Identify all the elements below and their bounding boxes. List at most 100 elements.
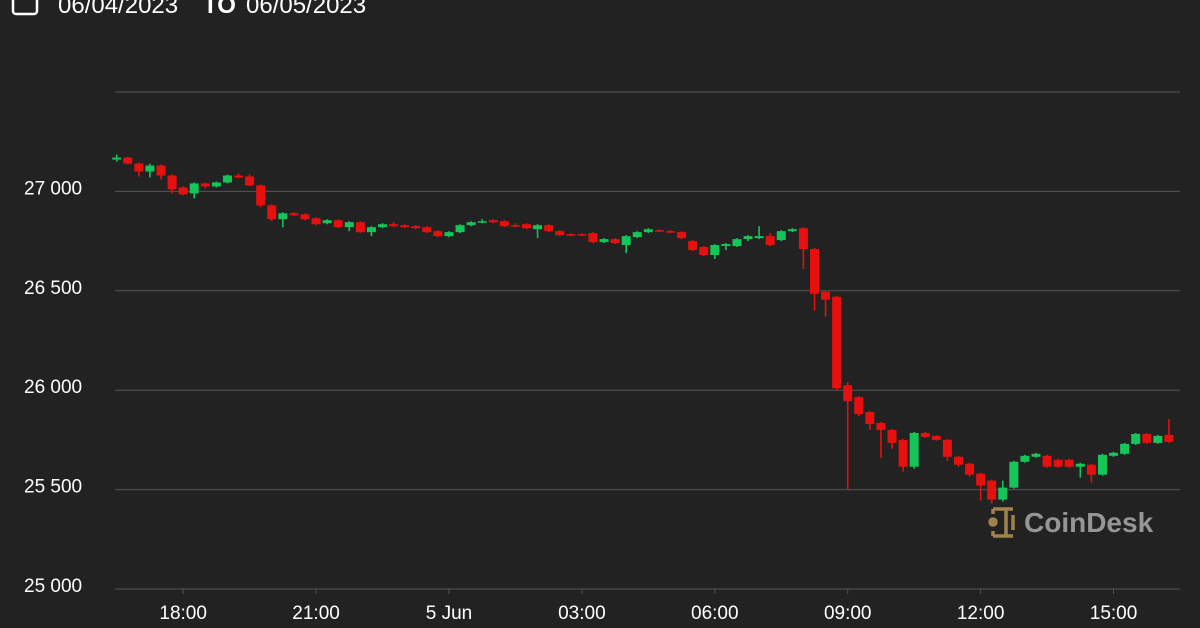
x-tick-label: 21:00: [292, 603, 340, 624]
candle-body: [931, 435, 941, 440]
candle-body: [211, 182, 221, 187]
candle-body: [389, 224, 399, 227]
candle-body: [1131, 433, 1141, 444]
y-tick-label: 26 500: [24, 278, 82, 299]
candle-body: [876, 423, 886, 430]
candle-body: [455, 225, 465, 233]
candle-body: [466, 222, 476, 226]
candle-body: [953, 456, 963, 465]
x-tick-label: 06:00: [691, 603, 739, 624]
candle-body: [344, 222, 354, 228]
candle-body: [234, 175, 244, 178]
candle-body: [366, 227, 376, 233]
candle-body: [510, 225, 520, 227]
candle-body: [1064, 459, 1074, 467]
candle-body: [1031, 453, 1041, 457]
candle-body: [821, 291, 831, 300]
x-tick-label: 12:00: [957, 603, 1005, 624]
candle-body: [610, 239, 620, 244]
candle-body: [765, 236, 775, 246]
candle-body: [333, 220, 343, 228]
candle-body: [289, 213, 299, 216]
candle-body: [1075, 463, 1085, 467]
x-tick-label: 03:00: [558, 603, 606, 624]
candle-body: [488, 220, 498, 223]
watermark-text: CoinDesk: [1024, 507, 1154, 538]
candle-body: [189, 183, 199, 194]
candle-body: [311, 218, 321, 225]
candle-body: [776, 231, 786, 241]
candle-layer: [112, 154, 1174, 504]
candle-body: [522, 224, 532, 229]
candle-body: [987, 480, 997, 500]
candle-body: [920, 432, 930, 437]
candle-body: [998, 487, 1008, 500]
y-tick-label: 25 000: [24, 576, 82, 597]
candle-body: [533, 225, 543, 230]
watermark-logo: [988, 507, 1015, 538]
logo-shape: [991, 507, 1015, 538]
y-tick-label: 26 000: [24, 377, 82, 398]
candle-body: [843, 385, 853, 402]
candle-body: [1164, 434, 1174, 442]
candle-body: [665, 231, 675, 233]
candle-body: [976, 473, 986, 486]
range-separator: TO: [203, 0, 236, 19]
candle-body: [588, 233, 598, 243]
candle-body: [1053, 459, 1063, 467]
candle-body: [422, 227, 432, 233]
candle-body: [499, 221, 509, 227]
candle-body: [1020, 455, 1030, 462]
candle-body: [1109, 452, 1119, 456]
candle-body: [433, 231, 443, 237]
candle-body: [887, 429, 897, 443]
candle-body: [809, 249, 819, 294]
date-to: 06/05/2023: [246, 0, 366, 19]
candle-body: [699, 247, 709, 256]
candle-body: [544, 225, 554, 232]
candle-body: [400, 225, 410, 228]
grid-layer: 25 000 25 500 26 000 26 500 27 000 18:00 21:00…: [24, 178, 1180, 624]
candle-body: [566, 234, 576, 236]
candle-body: [411, 226, 421, 229]
candle-body: [444, 232, 454, 237]
date-range-checkbox[interactable]: [11, 0, 39, 16]
candle-body: [477, 221, 487, 223]
candle-body: [1142, 433, 1152, 443]
candle-body: [754, 236, 764, 239]
candle-body: [632, 232, 642, 238]
candle-body: [178, 187, 188, 195]
candle-body: [854, 397, 864, 415]
candle-body: [278, 213, 288, 220]
y-tick-label: 25 500: [24, 477, 82, 498]
candle-body: [167, 175, 177, 190]
candle-body: [300, 214, 310, 220]
candle-body: [378, 224, 388, 228]
candle-body: [677, 232, 687, 239]
candle-body: [942, 439, 952, 457]
candle-body: [123, 157, 133, 164]
candle-body: [743, 236, 753, 240]
watermark: CoinDesk: [988, 507, 1154, 538]
candle-body: [798, 228, 808, 250]
candle-body: [621, 236, 631, 246]
candle-body: [721, 244, 731, 247]
candle-body: [156, 165, 166, 176]
x-tick-label: 5 Jun: [426, 603, 472, 624]
candle-body: [222, 175, 232, 183]
candle-body: [1153, 435, 1163, 443]
candle-body: [965, 463, 975, 475]
candle-body: [832, 296, 842, 389]
y-tick-label: 27 000: [24, 178, 82, 199]
candle-body: [256, 185, 266, 206]
x-tick-label: 15:00: [1090, 603, 1138, 624]
candle-body: [1120, 443, 1130, 454]
candle-body: [688, 241, 698, 251]
candle-body: [732, 239, 742, 247]
candle-body: [599, 239, 609, 243]
candle-body: [710, 245, 720, 256]
candle-body: [865, 412, 875, 424]
